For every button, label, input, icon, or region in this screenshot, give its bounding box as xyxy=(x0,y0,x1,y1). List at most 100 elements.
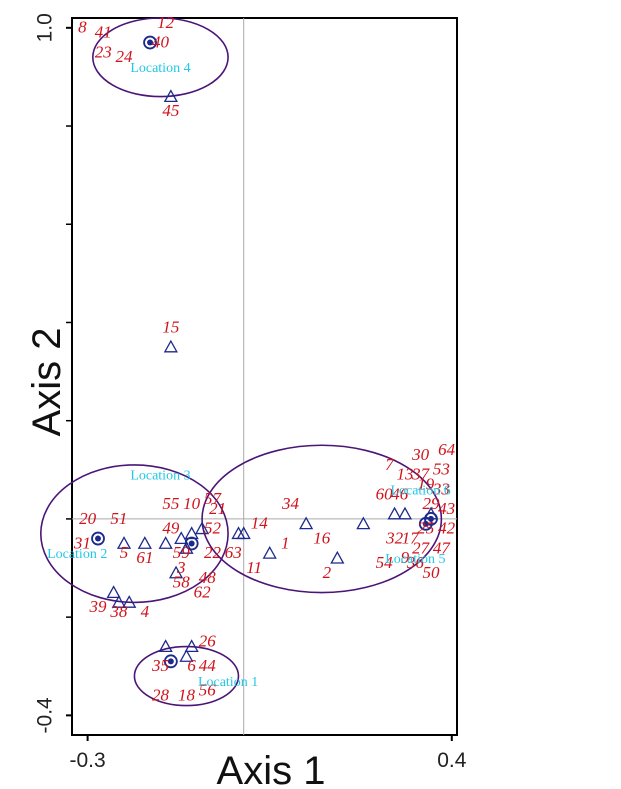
sample-label: 8 xyxy=(78,18,87,37)
circle-marker-core xyxy=(422,520,429,527)
circle-marker xyxy=(184,536,199,551)
location-ellipse xyxy=(92,17,229,98)
sample-label: 44 xyxy=(199,656,217,675)
sample-label: 38 xyxy=(109,602,128,621)
triangle-marker xyxy=(158,536,173,549)
sample-label: 60 xyxy=(376,484,394,503)
location-ellipses xyxy=(39,17,443,707)
sample-label: 31 xyxy=(73,533,91,552)
triangle-marker xyxy=(262,545,277,559)
triangle-marker xyxy=(111,595,126,608)
sample-label: 49 xyxy=(162,519,180,538)
triangle-marker xyxy=(163,339,178,353)
location-label: Location 2 xyxy=(47,547,107,562)
triangle-marker xyxy=(184,639,199,653)
sample-label: 35 xyxy=(151,656,169,675)
triangle-marker xyxy=(106,585,121,599)
y-tick-label: 1.0 xyxy=(34,13,57,42)
sample-label: 26 xyxy=(199,632,217,651)
sample-label: 56 xyxy=(199,681,217,700)
circle-marker xyxy=(424,512,438,526)
plot-frame xyxy=(71,17,458,736)
triangle-marker xyxy=(179,649,194,662)
sample-label: 7 xyxy=(385,455,395,474)
sample-label: 14 xyxy=(251,514,269,533)
sample-label: 33 xyxy=(432,479,450,498)
location-label: Location 6 xyxy=(390,483,450,498)
sample-label: 48 xyxy=(199,568,217,587)
triangle-marker xyxy=(387,506,402,520)
sample-label: 57 xyxy=(204,489,223,508)
sample-label: 17 xyxy=(402,528,421,547)
circle-marker xyxy=(143,35,157,50)
sample-label: 47 xyxy=(433,538,452,557)
sample-label: 42 xyxy=(438,519,456,538)
sample-label: 51 xyxy=(110,509,127,528)
triangle-marker xyxy=(137,536,152,549)
sample-label: 13 xyxy=(396,465,413,484)
triangle-marker xyxy=(163,89,178,103)
plot-border xyxy=(71,17,458,736)
sample-label: 23 xyxy=(95,42,112,61)
circle-marker-core xyxy=(95,535,102,542)
y-tick-label: -0.4 xyxy=(34,697,57,734)
sample-label: 3 xyxy=(176,558,186,577)
sample-label: 6 xyxy=(187,656,196,675)
x-axis-title: Axis 1 xyxy=(217,749,326,789)
triangle-marker xyxy=(236,526,251,540)
sample-label: 21 xyxy=(209,499,226,518)
triangle-marker xyxy=(122,595,137,608)
sample-label: 32 xyxy=(385,528,404,547)
sample-label: 11 xyxy=(246,558,262,577)
sample-label: 36 xyxy=(406,553,425,572)
triangle-marker xyxy=(158,639,173,653)
sample-label: 15 xyxy=(162,317,179,336)
triangle-marker xyxy=(397,506,413,520)
location-ellipse xyxy=(201,444,443,594)
circle-marker xyxy=(163,654,178,669)
sample-label: 20 xyxy=(79,509,97,528)
sample-label: 58 xyxy=(173,573,191,592)
triangle-marker xyxy=(356,516,371,530)
sample-label: 12 xyxy=(157,13,175,32)
sample-label: 19 xyxy=(417,474,435,493)
axis-ticks: -0.3 0.4 1.0 -0.4 xyxy=(34,13,467,772)
sample-label: 37 xyxy=(411,465,431,484)
sample-label: 61 xyxy=(136,548,153,567)
triangle-marker xyxy=(168,565,184,579)
sample-label: 2 xyxy=(323,563,332,582)
sample-label: 53 xyxy=(433,460,450,479)
sample-label: 4 xyxy=(141,602,150,621)
location-label: Location 1 xyxy=(198,675,258,690)
triangle-marker xyxy=(179,541,194,554)
sample-label: 24 xyxy=(116,47,134,66)
sample-label: 39 xyxy=(89,597,108,616)
location-labels: Location 1 Location 2 Location 3 Location 4… xyxy=(47,61,451,690)
sample-label: 46 xyxy=(391,484,409,503)
sample-label: 22 xyxy=(204,543,222,562)
sample-label: 10 xyxy=(183,494,201,513)
location-ellipse xyxy=(133,645,240,707)
location-label: Location 4 xyxy=(130,61,190,76)
sample-label: 45 xyxy=(162,101,179,120)
triangle-marker xyxy=(330,550,345,564)
sample-label: 5 xyxy=(120,543,129,562)
sample-label: 55 xyxy=(162,494,179,513)
sample-label: 62 xyxy=(194,582,212,601)
triangle-marker xyxy=(184,526,199,540)
sample-label: 28 xyxy=(152,686,170,705)
sample-label: 43 xyxy=(438,499,455,518)
sample-label: 64 xyxy=(438,440,456,459)
circle-marker-core xyxy=(147,39,154,46)
triangle-marker xyxy=(194,521,210,535)
sample-label: 29 xyxy=(422,494,440,513)
sample-label: 41 xyxy=(95,23,112,42)
location-ellipse xyxy=(39,464,229,604)
y-axis-title: Axis 2 xyxy=(25,328,69,437)
circle-marker-core xyxy=(427,515,434,522)
triangle-marker xyxy=(299,516,314,530)
sample-label: 40 xyxy=(152,32,170,51)
location-label: Location 3 xyxy=(130,469,190,484)
